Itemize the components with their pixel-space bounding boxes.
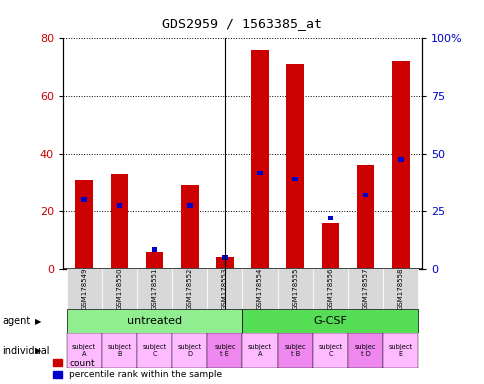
Bar	[216, 257, 233, 269]
Bar	[327, 216, 333, 220]
Bar	[391, 61, 409, 269]
Bar	[102, 333, 136, 368]
Bar	[66, 333, 102, 368]
Text: subject
B: subject B	[107, 344, 131, 357]
Text: agent: agent	[2, 316, 30, 326]
Text: subject
E: subject E	[388, 344, 412, 357]
Bar	[102, 268, 136, 309]
Bar	[356, 165, 374, 269]
Text: ▶: ▶	[35, 346, 41, 355]
Text: GSM178550: GSM178550	[116, 267, 122, 310]
Text: subject
A: subject A	[72, 344, 96, 357]
Text: subject
C: subject C	[318, 344, 342, 357]
Text: GSM178553: GSM178553	[222, 267, 227, 310]
Text: individual: individual	[2, 346, 50, 356]
Bar	[186, 203, 192, 208]
Bar	[207, 333, 242, 368]
Bar	[116, 203, 122, 208]
Bar	[172, 333, 207, 368]
Bar	[242, 333, 277, 368]
Bar	[75, 180, 93, 269]
Bar	[348, 333, 382, 368]
Text: subject
C: subject C	[142, 344, 166, 357]
Bar	[242, 309, 418, 333]
Bar	[382, 268, 418, 309]
Text: GSM178556: GSM178556	[327, 267, 333, 310]
Text: subject
D: subject D	[177, 344, 201, 357]
Text: G-CSF: G-CSF	[313, 316, 347, 326]
Bar	[110, 174, 128, 269]
Text: subject
A: subject A	[247, 344, 272, 357]
Bar	[66, 309, 242, 333]
Bar	[66, 268, 102, 309]
Text: GSM178554: GSM178554	[257, 267, 262, 310]
Bar	[321, 223, 339, 269]
Text: GSM178555: GSM178555	[292, 267, 298, 310]
Bar	[348, 268, 382, 309]
Bar	[397, 157, 403, 162]
Bar	[181, 185, 198, 269]
Bar	[172, 268, 207, 309]
Text: subjec
t B: subjec t B	[284, 344, 305, 357]
Bar	[251, 50, 268, 269]
Text: GSM178551: GSM178551	[151, 267, 157, 310]
Bar	[207, 268, 242, 309]
Text: ▶: ▶	[35, 316, 41, 326]
Bar	[292, 177, 298, 181]
Text: GSM178549: GSM178549	[81, 267, 87, 310]
Bar	[312, 333, 348, 368]
Text: GSM178552: GSM178552	[186, 267, 192, 310]
Bar	[151, 247, 157, 252]
Bar	[382, 333, 418, 368]
Text: GSM178558: GSM178558	[397, 267, 403, 310]
Bar	[222, 255, 227, 260]
Bar	[277, 333, 312, 368]
Legend: count, percentile rank within the sample: count, percentile rank within the sample	[53, 359, 222, 379]
Bar	[136, 333, 172, 368]
Text: GSM178557: GSM178557	[362, 267, 368, 310]
Bar	[81, 197, 87, 202]
Bar	[145, 252, 163, 269]
Bar	[277, 268, 312, 309]
Bar	[242, 268, 277, 309]
Bar	[362, 193, 368, 197]
Bar	[136, 268, 172, 309]
Bar	[257, 171, 262, 175]
Bar	[286, 65, 303, 269]
Bar	[312, 268, 348, 309]
Text: subjec
t D: subjec t D	[354, 344, 376, 357]
Text: subjec
t E: subjec t E	[214, 344, 235, 357]
Text: untreated: untreated	[127, 316, 182, 326]
Text: GDS2959 / 1563385_at: GDS2959 / 1563385_at	[162, 17, 322, 30]
